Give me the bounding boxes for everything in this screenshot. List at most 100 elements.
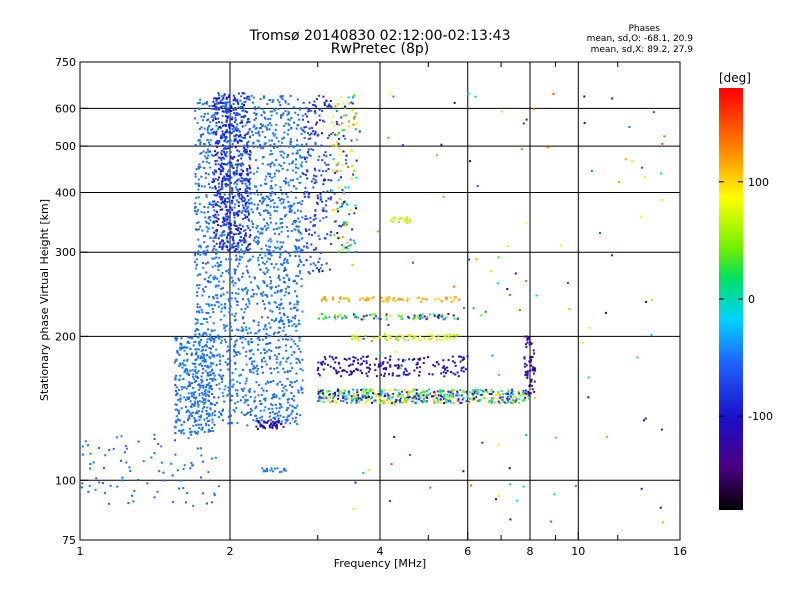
data-point bbox=[252, 293, 255, 296]
data-point bbox=[326, 399, 329, 402]
data-point bbox=[263, 352, 266, 354]
data-point bbox=[236, 164, 239, 167]
data-point bbox=[240, 95, 243, 98]
y-tick-label: 500 bbox=[55, 140, 76, 153]
data-point bbox=[201, 345, 204, 348]
data-point bbox=[224, 303, 226, 305]
data-point bbox=[263, 348, 266, 351]
data-point bbox=[287, 184, 290, 187]
data-point bbox=[235, 354, 238, 356]
data-point bbox=[211, 308, 214, 310]
data-point bbox=[553, 493, 556, 496]
data-point bbox=[228, 307, 231, 310]
data-point bbox=[581, 341, 584, 344]
data-point bbox=[184, 364, 187, 367]
data-point bbox=[393, 436, 396, 438]
data-point bbox=[429, 392, 432, 395]
data-point bbox=[426, 389, 428, 392]
data-point bbox=[225, 96, 228, 99]
data-point bbox=[275, 412, 278, 415]
data-point bbox=[296, 309, 299, 312]
data-point bbox=[194, 380, 196, 383]
data-point bbox=[287, 252, 290, 255]
data-point bbox=[473, 391, 476, 394]
data-point bbox=[211, 265, 214, 268]
data-point bbox=[306, 246, 309, 249]
data-point bbox=[446, 369, 449, 372]
data-point bbox=[355, 207, 357, 210]
data-point bbox=[158, 470, 161, 473]
data-point bbox=[282, 367, 285, 370]
data-point bbox=[525, 222, 528, 225]
data-point bbox=[283, 136, 285, 139]
data-point bbox=[225, 155, 228, 158]
data-point bbox=[236, 244, 239, 247]
data-point bbox=[420, 391, 423, 394]
data-point bbox=[475, 392, 478, 394]
data-point bbox=[307, 153, 310, 156]
data-point bbox=[394, 364, 397, 367]
data-point bbox=[215, 348, 218, 351]
data-point bbox=[490, 270, 493, 273]
data-point bbox=[244, 382, 247, 385]
data-point bbox=[230, 231, 233, 234]
data-point bbox=[430, 334, 433, 337]
data-point bbox=[287, 145, 290, 148]
data-point bbox=[233, 135, 236, 138]
data-point bbox=[241, 209, 244, 212]
data-point bbox=[195, 432, 198, 434]
data-point bbox=[229, 246, 232, 249]
data-point bbox=[173, 361, 176, 364]
data-point bbox=[306, 191, 309, 194]
data-point bbox=[421, 313, 424, 316]
data-point bbox=[289, 370, 292, 372]
data-point bbox=[212, 119, 215, 122]
data-point bbox=[337, 142, 340, 145]
data-point bbox=[413, 369, 416, 372]
data-point bbox=[177, 409, 180, 412]
data-point bbox=[207, 217, 210, 220]
data-point bbox=[203, 112, 206, 115]
data-point bbox=[212, 247, 215, 250]
data-point bbox=[192, 424, 195, 427]
data-point bbox=[389, 358, 392, 361]
data-point bbox=[194, 175, 197, 178]
data-point bbox=[231, 157, 234, 160]
data-point bbox=[226, 237, 229, 240]
data-point bbox=[197, 423, 200, 426]
data-point bbox=[495, 394, 497, 396]
data-point bbox=[197, 370, 200, 373]
data-point bbox=[405, 373, 408, 376]
data-point bbox=[288, 324, 291, 327]
data-point bbox=[268, 415, 271, 418]
data-point bbox=[639, 215, 642, 218]
data-point bbox=[215, 229, 218, 232]
data-point bbox=[245, 379, 248, 382]
data-point bbox=[296, 98, 299, 101]
data-point bbox=[230, 200, 233, 203]
data-point bbox=[434, 394, 437, 396]
data-point bbox=[506, 395, 509, 398]
data-point bbox=[516, 499, 519, 502]
data-point bbox=[228, 169, 230, 172]
data-point bbox=[402, 371, 405, 374]
data-point bbox=[240, 135, 243, 138]
data-point bbox=[268, 99, 271, 101]
data-point bbox=[236, 304, 239, 307]
data-point bbox=[443, 395, 446, 398]
data-point bbox=[264, 337, 267, 340]
data-point bbox=[274, 418, 276, 420]
data-point bbox=[470, 390, 472, 393]
data-point bbox=[157, 442, 160, 445]
data-point bbox=[344, 398, 347, 401]
data-point bbox=[296, 209, 299, 212]
data-point bbox=[292, 280, 295, 283]
data-point bbox=[109, 484, 112, 487]
data-point bbox=[201, 410, 204, 413]
data-point bbox=[211, 501, 213, 504]
data-point bbox=[214, 204, 217, 206]
data-point bbox=[244, 355, 247, 358]
data-point bbox=[310, 126, 313, 129]
data-point bbox=[195, 196, 198, 199]
stats-heading: Phases bbox=[628, 24, 660, 34]
